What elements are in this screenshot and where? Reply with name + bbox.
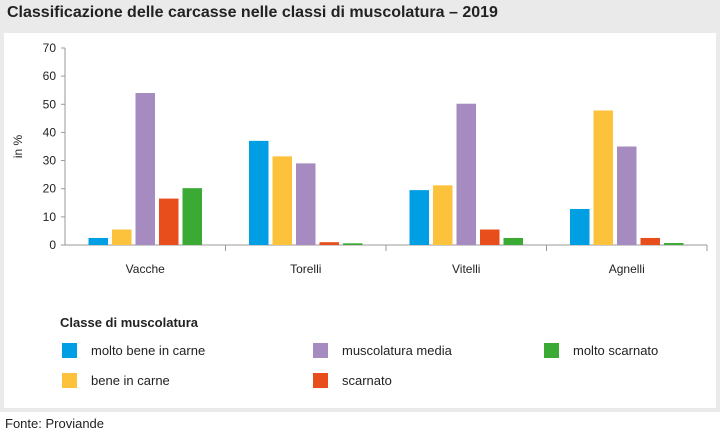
bar (456, 103, 476, 245)
chart-title: Classificazione delle carcasse nelle cla… (7, 4, 498, 21)
bar (343, 243, 363, 245)
bar (640, 237, 660, 245)
source-note: Fonte: Proviande (5, 416, 105, 431)
y-tick-label: 50 (43, 97, 57, 111)
y-axis-label: in % (11, 134, 25, 158)
bar (319, 242, 339, 245)
legend-item-molto-scarnato: molto scarnato (544, 343, 658, 358)
legend-swatch (62, 373, 77, 388)
y-tick-label: 30 (43, 154, 57, 168)
y-tick-label: 20 (43, 182, 57, 196)
bar (272, 156, 292, 245)
y-tick-label: 10 (43, 210, 57, 224)
y-tick-label: 40 (43, 125, 57, 139)
bar (249, 140, 269, 245)
legend-swatch (313, 373, 328, 388)
legend-item-scarnato: scarnato (313, 373, 392, 388)
bar (296, 163, 316, 245)
legend-swatch (313, 343, 328, 358)
legend-label: molto bene in carne (91, 343, 206, 358)
legend-label: scarnato (342, 373, 392, 388)
bar (593, 110, 613, 245)
legend-item-bene-in-carne: bene in carne (62, 373, 170, 388)
legend-item-molto-bene-in-carne: molto bene in carne (62, 343, 205, 358)
bar (159, 198, 179, 245)
bar (135, 93, 155, 246)
bar (480, 229, 500, 245)
y-tick-label: 70 (43, 41, 57, 55)
bar (617, 146, 637, 245)
legend-title: Classe di muscolatura (60, 315, 198, 330)
bar (182, 188, 202, 245)
bar (503, 237, 523, 245)
bar (664, 243, 684, 245)
legend-label: bene in carne (91, 373, 170, 388)
x-tick-label: Vitelli (452, 262, 480, 276)
y-tick-label: 0 (49, 238, 56, 252)
legend-swatch (544, 343, 559, 358)
y-tick-label: 60 (43, 69, 57, 83)
x-tick-label: Vacche (126, 262, 165, 276)
x-tick-label: Torelli (290, 262, 321, 276)
bar (88, 237, 108, 245)
legend-label: molto scarnato (573, 343, 659, 358)
legend-swatch (62, 343, 77, 358)
legend-item-muscolatura-media: muscolatura media (313, 343, 452, 358)
bar (112, 229, 132, 245)
legend-label: muscolatura media (342, 343, 452, 358)
bar (433, 185, 453, 245)
x-tick-label: Agnelli (609, 262, 645, 276)
bar (409, 190, 429, 245)
bar (570, 208, 590, 245)
